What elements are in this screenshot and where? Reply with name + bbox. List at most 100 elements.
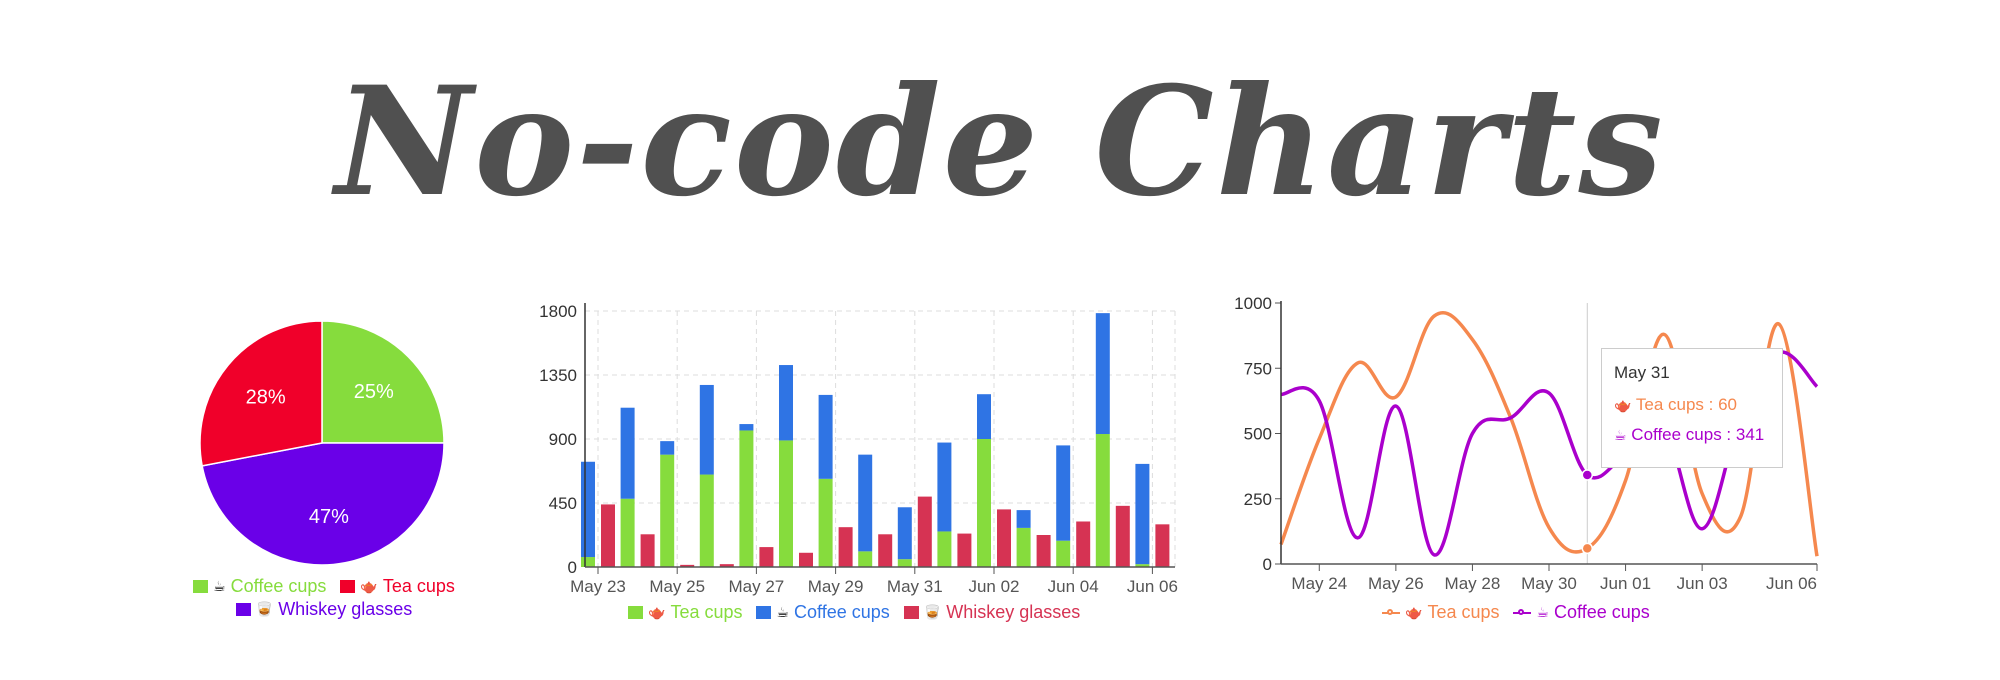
active-point[interactable]	[1581, 469, 1594, 481]
bar-tea[interactable]	[1056, 540, 1071, 567]
bar-tea[interactable]	[977, 439, 991, 567]
legend-swatch	[193, 580, 209, 593]
bar-coffee[interactable]	[977, 394, 991, 439]
bar-tea[interactable]	[581, 557, 595, 567]
bar-coffee[interactable]	[660, 441, 675, 455]
bar-coffee[interactable]	[937, 442, 952, 532]
bar-whiskey[interactable]	[759, 547, 774, 567]
coffee-cup-icon: ☕	[1536, 604, 1550, 621]
line-chart-tooltip: May 31 🫖 Tea cups : 60 ☕ Coffee cups : 3…	[1601, 348, 1783, 468]
tooltip-row-coffee: ☕ Coffee cups : 341	[1614, 425, 1770, 445]
pie-slice-whiskey-glasses[interactable]	[201, 442, 445, 566]
bar-tea[interactable]	[620, 498, 635, 567]
bar-whiskey[interactable]	[957, 533, 972, 567]
legend-label: Whiskey glasses	[946, 602, 1081, 622]
x-tick-label: May 30	[1521, 574, 1577, 593]
bar-whiskey[interactable]	[917, 496, 932, 567]
x-tick-label: May 26	[1368, 574, 1424, 593]
pie-chart: 25% 47% 28%	[199, 320, 445, 566]
bar-tea[interactable]	[1095, 434, 1110, 567]
active-point[interactable]	[1581, 542, 1594, 555]
bar-coffee[interactable]	[1016, 510, 1031, 528]
bar-tea[interactable]	[897, 559, 912, 567]
bar-whiskey[interactable]	[838, 527, 853, 567]
bar-coffee[interactable]	[779, 365, 793, 441]
bar-coffee[interactable]	[699, 384, 714, 475]
legend-swatch	[340, 580, 356, 593]
y-tick-label: 750	[1244, 359, 1272, 378]
legend-item-tea[interactable]: 🫖 Tea cups	[340, 576, 455, 597]
x-tick-label: May 31	[887, 577, 943, 596]
line-chart: 0 250 500 750 1000 May 24 May 26 May 28 May 30 Ju…	[1234, 294, 1819, 593]
legend-item-coffee[interactable]: ☕ Coffee cups	[756, 602, 890, 623]
bar-whiskey[interactable]	[878, 534, 893, 567]
y-tick-label: 0	[1263, 555, 1272, 574]
y-tick-label: 450	[549, 494, 577, 513]
bar-tea[interactable]	[699, 474, 714, 567]
bar-whiskey[interactable]	[640, 534, 655, 567]
bar-whiskey[interactable]	[601, 504, 615, 567]
legend-label: Tea cups	[670, 602, 743, 622]
bar-tea[interactable]	[1135, 564, 1150, 567]
bar-whiskey[interactable]	[1036, 535, 1051, 567]
legend-item-whiskey[interactable]: 🥃 Whiskey glasses	[235, 599, 413, 620]
bar-tea[interactable]	[937, 531, 952, 567]
x-tick-label: Jun 03	[1677, 574, 1728, 593]
legend-item-tea[interactable]: 🫖 Tea cups	[1382, 602, 1499, 623]
bar-tea[interactable]	[1016, 527, 1031, 567]
pie-slice-label: 25%	[354, 381, 394, 403]
x-tick-label: Jun 06	[1766, 574, 1817, 593]
legend-label: Coffee cups	[1554, 602, 1650, 622]
bar-coffee[interactable]	[1135, 463, 1150, 565]
legend-label: Coffee cups	[794, 602, 890, 622]
bar-whiskey[interactable]	[680, 564, 695, 567]
legend-swatch	[903, 606, 919, 619]
y-tick-label: 900	[549, 430, 577, 449]
bar-whiskey[interactable]	[1076, 521, 1091, 567]
teapot-icon: 🫖	[1405, 604, 1423, 621]
bar-tea[interactable]	[779, 440, 793, 567]
pie-legend: ☕ Coffee cups 🫖 Tea cups 🥃 Whiskey glass…	[178, 576, 478, 620]
bar-coffee[interactable]	[897, 507, 912, 560]
bar-whiskey[interactable]	[997, 509, 1011, 567]
legend-label: Whiskey glasses	[278, 599, 413, 619]
line-marker-icon	[1382, 608, 1400, 618]
bar-tea[interactable]	[818, 478, 833, 567]
bar-coffee[interactable]	[1095, 313, 1110, 435]
pie-slice-coffee-cups[interactable]	[321, 320, 445, 444]
bar-whiskey[interactable]	[799, 552, 813, 567]
bar-whiskey[interactable]	[719, 564, 734, 567]
bar-tea[interactable]	[660, 454, 675, 567]
x-tick-label: May 28	[1445, 574, 1501, 593]
bar-coffee[interactable]	[818, 394, 833, 479]
coffee-cup-icon: ☕	[1614, 428, 1627, 444]
line-series-tea-cups[interactable]	[1279, 311, 1819, 557]
line-marker-icon	[1513, 608, 1532, 618]
y-tick-label: 1800	[539, 302, 577, 321]
legend-swatch	[756, 606, 772, 619]
bar-tea[interactable]	[858, 551, 873, 567]
teapot-icon: 🫖	[360, 578, 378, 595]
legend-item-coffee[interactable]: ☕ Coffee cups	[1513, 602, 1650, 623]
bar-coffee[interactable]	[858, 454, 873, 552]
bar-coffee[interactable]	[581, 461, 595, 558]
legend-label: Tea cups	[1427, 602, 1500, 622]
bar-coffee[interactable]	[1056, 445, 1071, 541]
bar-coffee[interactable]	[739, 424, 754, 431]
y-tick-label: 1350	[539, 366, 577, 385]
bar-coffee[interactable]	[620, 407, 635, 499]
line-series-coffee-cups[interactable]	[1280, 350, 1819, 557]
legend-item-whiskey[interactable]: 🥃 Whiskey glasses	[903, 602, 1081, 623]
x-tick-label: May 25	[649, 577, 705, 596]
legend-item-tea[interactable]: 🫖 Tea cups	[628, 602, 742, 623]
x-tick-label: Jun 02	[968, 577, 1019, 596]
legend-item-coffee[interactable]: ☕ Coffee cups	[193, 576, 326, 597]
bar-whiskey[interactable]	[1115, 505, 1130, 567]
bar-whiskey[interactable]	[1155, 524, 1170, 567]
pie-slice-tea-cups[interactable]	[199, 320, 323, 467]
x-tick-label: Jun 06	[1127, 577, 1178, 596]
x-tick-label: Jun 04	[1048, 577, 1099, 596]
y-tick-label: 1000	[1234, 294, 1272, 313]
bar-tea[interactable]	[739, 430, 754, 567]
